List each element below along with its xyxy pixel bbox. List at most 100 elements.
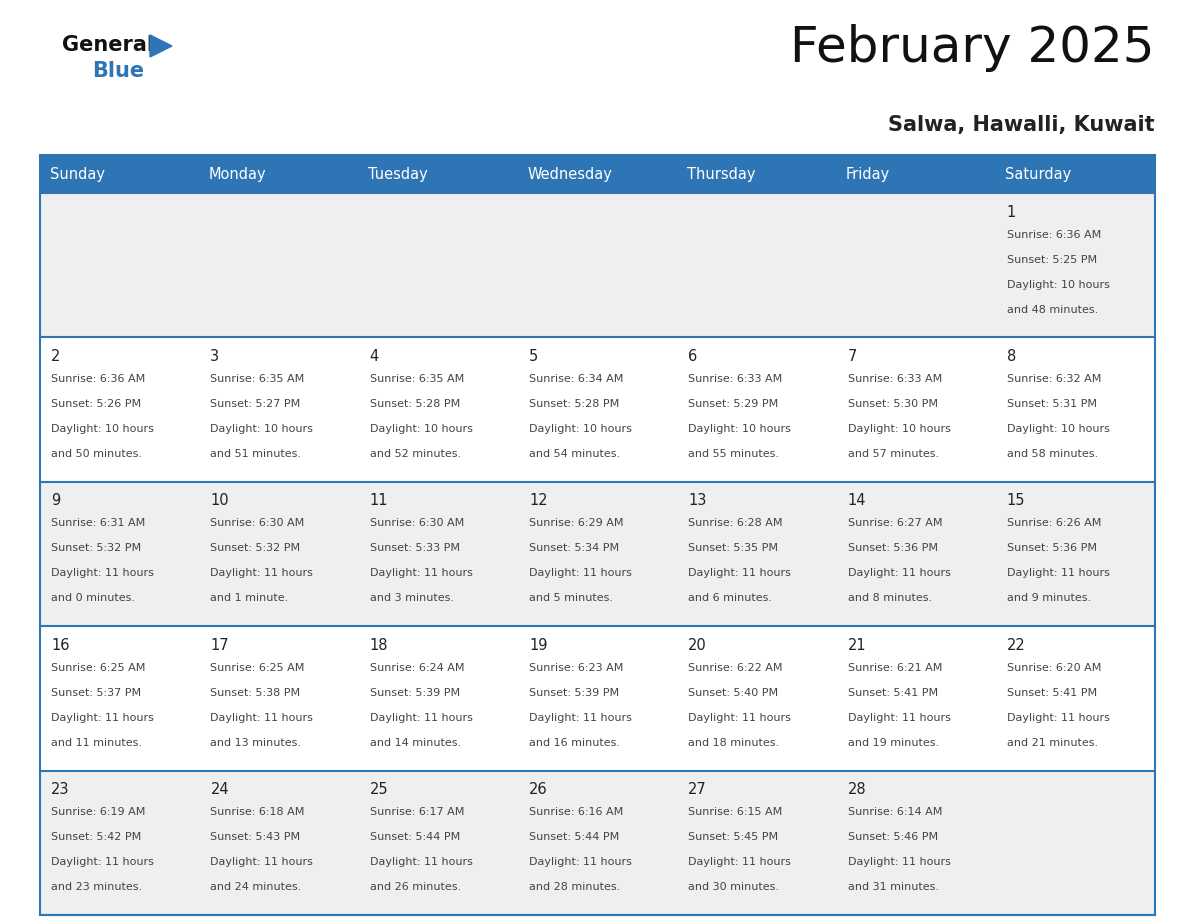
Text: 25: 25 xyxy=(369,782,388,797)
Text: General: General xyxy=(62,35,154,55)
Text: Sunset: 5:42 PM: Sunset: 5:42 PM xyxy=(51,833,141,842)
Text: Sunset: 5:40 PM: Sunset: 5:40 PM xyxy=(688,688,778,698)
Text: and 57 minutes.: and 57 minutes. xyxy=(847,449,939,459)
Bar xyxy=(359,155,518,193)
Bar xyxy=(200,338,359,482)
Text: Sunset: 5:37 PM: Sunset: 5:37 PM xyxy=(51,688,141,698)
Bar xyxy=(996,482,1155,626)
Text: Sunset: 5:43 PM: Sunset: 5:43 PM xyxy=(210,833,301,842)
Text: Daylight: 11 hours: Daylight: 11 hours xyxy=(1007,712,1110,722)
Text: Daylight: 11 hours: Daylight: 11 hours xyxy=(369,857,473,868)
Text: and 16 minutes.: and 16 minutes. xyxy=(529,738,620,748)
Text: 28: 28 xyxy=(847,782,866,797)
Text: and 18 minutes.: and 18 minutes. xyxy=(688,738,779,748)
Text: Daylight: 11 hours: Daylight: 11 hours xyxy=(210,857,314,868)
Bar xyxy=(996,338,1155,482)
Bar xyxy=(996,626,1155,770)
Text: 15: 15 xyxy=(1007,493,1025,509)
Bar xyxy=(677,482,836,626)
Text: and 3 minutes.: and 3 minutes. xyxy=(369,593,454,603)
Bar xyxy=(200,193,359,338)
Text: Daylight: 11 hours: Daylight: 11 hours xyxy=(688,568,791,578)
Text: Sunset: 5:44 PM: Sunset: 5:44 PM xyxy=(529,833,619,842)
Text: and 50 minutes.: and 50 minutes. xyxy=(51,449,143,459)
Bar xyxy=(518,193,677,338)
Text: Daylight: 10 hours: Daylight: 10 hours xyxy=(51,424,154,434)
Text: Sunrise: 6:31 AM: Sunrise: 6:31 AM xyxy=(51,519,145,529)
Text: Sunrise: 6:14 AM: Sunrise: 6:14 AM xyxy=(847,807,942,817)
Bar xyxy=(996,193,1155,338)
Text: Sunset: 5:34 PM: Sunset: 5:34 PM xyxy=(529,543,619,554)
Text: Sunrise: 6:17 AM: Sunrise: 6:17 AM xyxy=(369,807,465,817)
Bar xyxy=(677,155,836,193)
Text: 10: 10 xyxy=(210,493,229,509)
Text: Sunrise: 6:19 AM: Sunrise: 6:19 AM xyxy=(51,807,145,817)
Bar xyxy=(40,338,200,482)
Bar xyxy=(836,155,996,193)
Text: Sunrise: 6:28 AM: Sunrise: 6:28 AM xyxy=(688,519,783,529)
Text: Daylight: 11 hours: Daylight: 11 hours xyxy=(847,712,950,722)
Text: and 31 minutes.: and 31 minutes. xyxy=(847,882,939,892)
Text: Sunrise: 6:33 AM: Sunrise: 6:33 AM xyxy=(847,374,942,384)
Text: Sunset: 5:46 PM: Sunset: 5:46 PM xyxy=(847,833,937,842)
Bar xyxy=(359,338,518,482)
Bar xyxy=(996,770,1155,915)
Text: Sunset: 5:39 PM: Sunset: 5:39 PM xyxy=(529,688,619,698)
Text: Daylight: 10 hours: Daylight: 10 hours xyxy=(1007,280,1110,289)
Text: Sunset: 5:41 PM: Sunset: 5:41 PM xyxy=(847,688,937,698)
Text: and 26 minutes.: and 26 minutes. xyxy=(369,882,461,892)
Text: and 23 minutes.: and 23 minutes. xyxy=(51,882,143,892)
Text: 19: 19 xyxy=(529,638,548,653)
Text: Sunset: 5:41 PM: Sunset: 5:41 PM xyxy=(1007,688,1097,698)
Text: Sunrise: 6:35 AM: Sunrise: 6:35 AM xyxy=(369,374,465,384)
Bar xyxy=(836,626,996,770)
Text: Sunrise: 6:20 AM: Sunrise: 6:20 AM xyxy=(1007,663,1101,673)
Text: Sunset: 5:44 PM: Sunset: 5:44 PM xyxy=(369,833,460,842)
Text: Daylight: 10 hours: Daylight: 10 hours xyxy=(369,424,473,434)
Text: and 0 minutes.: and 0 minutes. xyxy=(51,593,135,603)
Text: Friday: Friday xyxy=(846,166,890,182)
Text: Saturday: Saturday xyxy=(1005,166,1072,182)
Text: 20: 20 xyxy=(688,638,707,653)
Bar xyxy=(836,193,996,338)
Bar xyxy=(836,770,996,915)
Bar xyxy=(677,193,836,338)
Bar xyxy=(677,770,836,915)
Text: 26: 26 xyxy=(529,782,548,797)
Text: 24: 24 xyxy=(210,782,229,797)
Text: Daylight: 11 hours: Daylight: 11 hours xyxy=(210,712,314,722)
Text: 13: 13 xyxy=(688,493,707,509)
Text: Sunset: 5:28 PM: Sunset: 5:28 PM xyxy=(529,399,619,409)
Text: Blue: Blue xyxy=(91,61,144,81)
Text: 8: 8 xyxy=(1007,349,1016,364)
Text: Sunrise: 6:36 AM: Sunrise: 6:36 AM xyxy=(51,374,145,384)
Text: Daylight: 11 hours: Daylight: 11 hours xyxy=(847,857,950,868)
Text: Sunset: 5:45 PM: Sunset: 5:45 PM xyxy=(688,833,778,842)
Text: Sunrise: 6:15 AM: Sunrise: 6:15 AM xyxy=(688,807,783,817)
Text: and 28 minutes.: and 28 minutes. xyxy=(529,882,620,892)
Text: Sunrise: 6:33 AM: Sunrise: 6:33 AM xyxy=(688,374,783,384)
Text: Sunrise: 6:34 AM: Sunrise: 6:34 AM xyxy=(529,374,624,384)
Bar xyxy=(518,770,677,915)
Text: Sunset: 5:38 PM: Sunset: 5:38 PM xyxy=(210,688,301,698)
Text: Sunrise: 6:21 AM: Sunrise: 6:21 AM xyxy=(847,663,942,673)
Text: 18: 18 xyxy=(369,638,388,653)
Bar xyxy=(836,482,996,626)
Bar xyxy=(200,155,359,193)
Text: Daylight: 10 hours: Daylight: 10 hours xyxy=(688,424,791,434)
Bar xyxy=(836,338,996,482)
Text: Sunrise: 6:30 AM: Sunrise: 6:30 AM xyxy=(369,519,465,529)
Text: and 14 minutes.: and 14 minutes. xyxy=(369,738,461,748)
Text: Sunset: 5:28 PM: Sunset: 5:28 PM xyxy=(369,399,460,409)
Text: 14: 14 xyxy=(847,493,866,509)
Text: and 6 minutes.: and 6 minutes. xyxy=(688,593,772,603)
Text: and 54 minutes.: and 54 minutes. xyxy=(529,449,620,459)
Bar xyxy=(40,626,200,770)
Text: and 11 minutes.: and 11 minutes. xyxy=(51,738,143,748)
Text: 5: 5 xyxy=(529,349,538,364)
Bar xyxy=(359,770,518,915)
Text: Sunset: 5:35 PM: Sunset: 5:35 PM xyxy=(688,543,778,554)
Text: 16: 16 xyxy=(51,638,70,653)
Bar xyxy=(40,155,200,193)
Text: Daylight: 11 hours: Daylight: 11 hours xyxy=(369,712,473,722)
